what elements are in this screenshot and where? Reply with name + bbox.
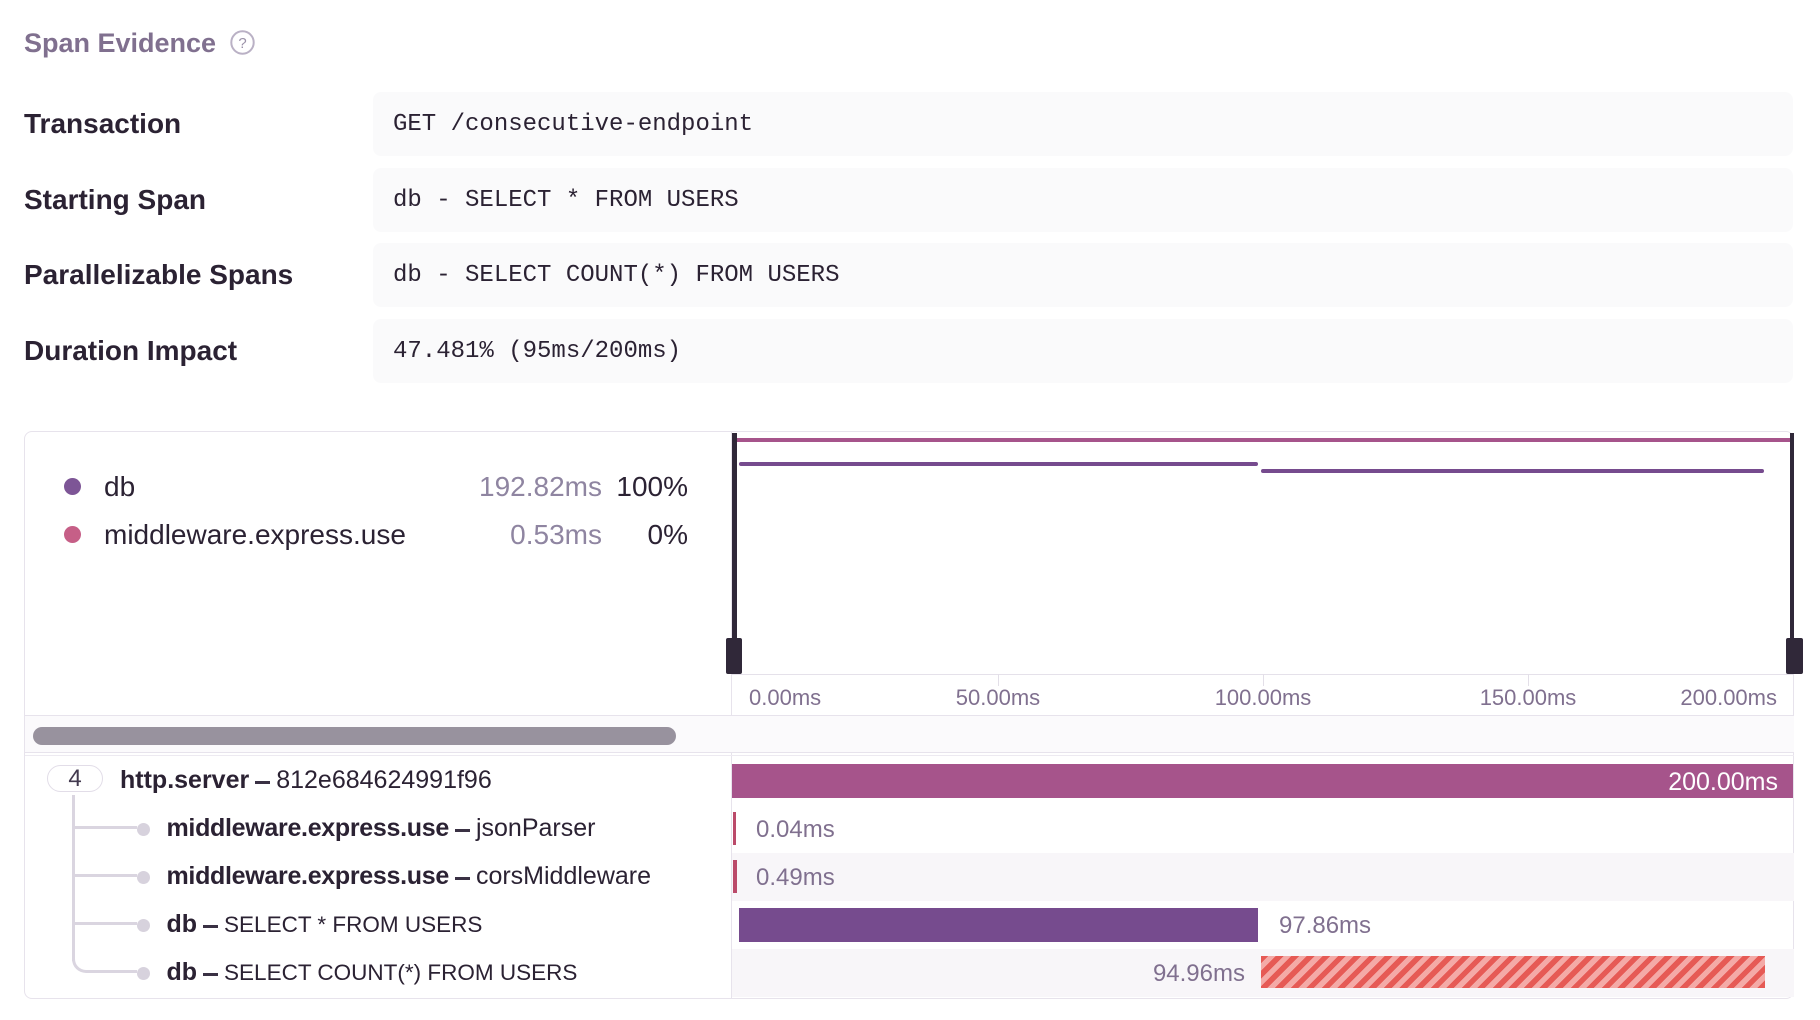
svg-text:?: ? (238, 35, 246, 52)
